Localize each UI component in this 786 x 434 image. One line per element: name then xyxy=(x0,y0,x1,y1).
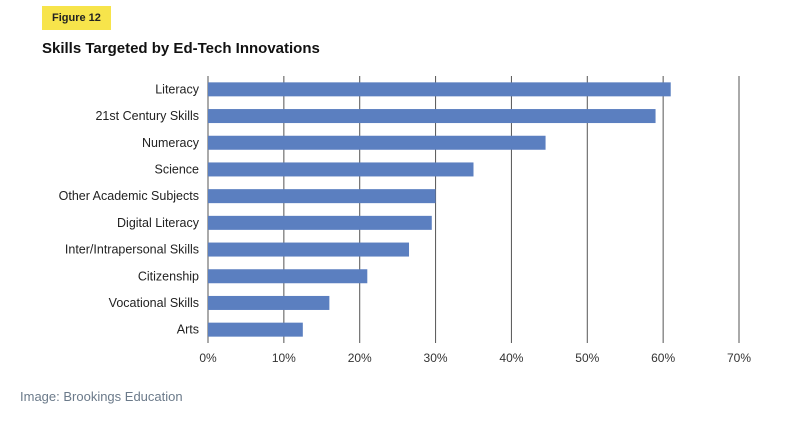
category-label: Science xyxy=(155,162,200,176)
source-caption: Image: Brookings Education xyxy=(20,389,183,404)
bar xyxy=(208,109,656,124)
category-label: Digital Literacy xyxy=(117,216,200,230)
x-tick-label: 40% xyxy=(499,351,523,365)
bars xyxy=(208,82,671,337)
x-tick-labels: 0% 10% 20% 30% 40% 50% 60% 70% xyxy=(199,351,751,365)
category-label: Citizenship xyxy=(138,269,199,283)
bar xyxy=(208,135,546,150)
bar xyxy=(208,242,410,257)
category-label: Literacy xyxy=(155,82,200,96)
x-tick-label: 60% xyxy=(651,351,675,365)
bar xyxy=(208,295,330,310)
x-tick-label: 50% xyxy=(575,351,599,365)
x-tick-label: 70% xyxy=(727,351,751,365)
category-label: Arts xyxy=(177,323,199,337)
x-tick-label: 20% xyxy=(348,351,372,365)
category-labels: Literacy 21st Century Skills Numeracy Scien… xyxy=(59,82,200,336)
x-tick-label: 10% xyxy=(272,351,296,365)
figure-label: Figure 12 xyxy=(42,6,111,30)
bar xyxy=(208,162,474,177)
category-label: Numeracy xyxy=(142,136,200,150)
category-label: Other Academic Subjects xyxy=(59,189,199,203)
category-label: Vocational Skills xyxy=(109,296,199,310)
x-tick-label: 0% xyxy=(199,351,217,365)
x-tick-label: 30% xyxy=(424,351,448,365)
category-label: Inter/Intrapersonal Skills xyxy=(65,243,199,257)
chart-title: Skills Targeted by Ed-Tech Innovations xyxy=(42,40,320,57)
bar xyxy=(208,189,436,204)
bar xyxy=(208,269,368,284)
category-label: 21st Century Skills xyxy=(95,109,199,123)
bar xyxy=(208,215,432,230)
bar xyxy=(208,82,671,97)
bar xyxy=(208,322,303,337)
